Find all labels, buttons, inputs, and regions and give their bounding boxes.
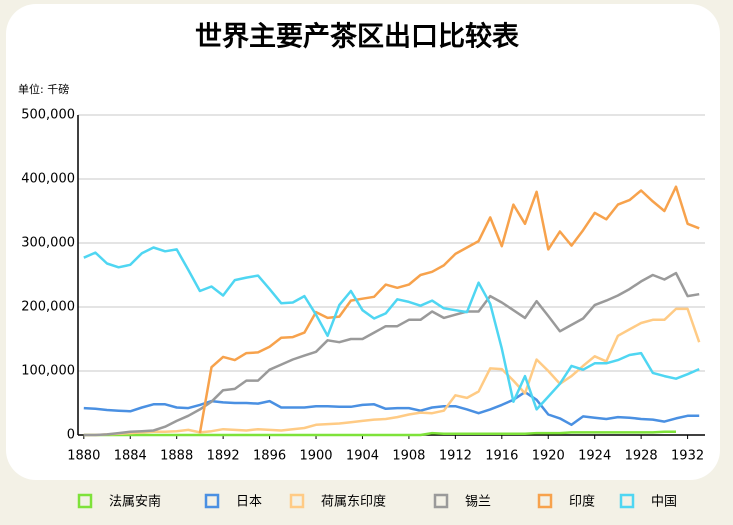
legend-swatch: [289, 493, 305, 509]
legend-label[interactable]: 法属安南: [109, 494, 161, 510]
legend-label[interactable]: 中国: [651, 495, 677, 510]
x-tick-label: 1928: [625, 449, 658, 464]
x-tick-label: 1924: [578, 449, 611, 464]
legend-swatch: [433, 493, 449, 509]
legend-swatch: [204, 493, 220, 509]
legend-swatch: [77, 493, 93, 509]
x-tick-label: 1904: [346, 449, 379, 464]
x-tick-label: 1916: [485, 449, 518, 464]
x-tick-label: 1900: [299, 449, 332, 464]
legend-label[interactable]: 锡兰: [465, 495, 491, 510]
y-tick-label: 100,000: [21, 364, 75, 379]
x-tick-label: 1896: [253, 449, 286, 464]
series-line: [83, 307, 701, 437]
x-tick-label: 1892: [207, 449, 240, 464]
legend-swatch: [537, 493, 553, 509]
x-tick-label: 1880: [67, 449, 100, 464]
y-tick-label: 300,000: [21, 236, 75, 251]
x-tick-label: 1912: [439, 449, 472, 464]
y-tick-label: 200,000: [21, 300, 75, 315]
series-line: [198, 185, 700, 434]
x-tick-label: 1908: [392, 449, 425, 464]
y-tick-label: 400,000: [21, 172, 75, 187]
x-tick-label: 1888: [160, 449, 193, 464]
x-tick-label: 1932: [671, 449, 704, 464]
series-line: [83, 430, 676, 437]
y-tick-label: 500,000: [21, 108, 75, 123]
x-tick-label: 1920: [532, 449, 565, 464]
legend-label[interactable]: 荷属东印度: [321, 494, 386, 510]
chart-title: 世界主要产茶区出口比较表: [195, 21, 519, 53]
series-line: [83, 246, 700, 411]
series-line: [83, 390, 700, 427]
series-line: [83, 271, 700, 437]
y-tick-label: 0: [67, 428, 75, 443]
legend-label[interactable]: 印度: [569, 494, 595, 510]
legend-swatch: [619, 493, 635, 509]
card: [6, 4, 720, 480]
unit-label: 单位: 千磅: [18, 82, 69, 96]
x-tick-label: 1884: [114, 449, 147, 464]
legend-label[interactable]: 日本: [236, 495, 262, 510]
